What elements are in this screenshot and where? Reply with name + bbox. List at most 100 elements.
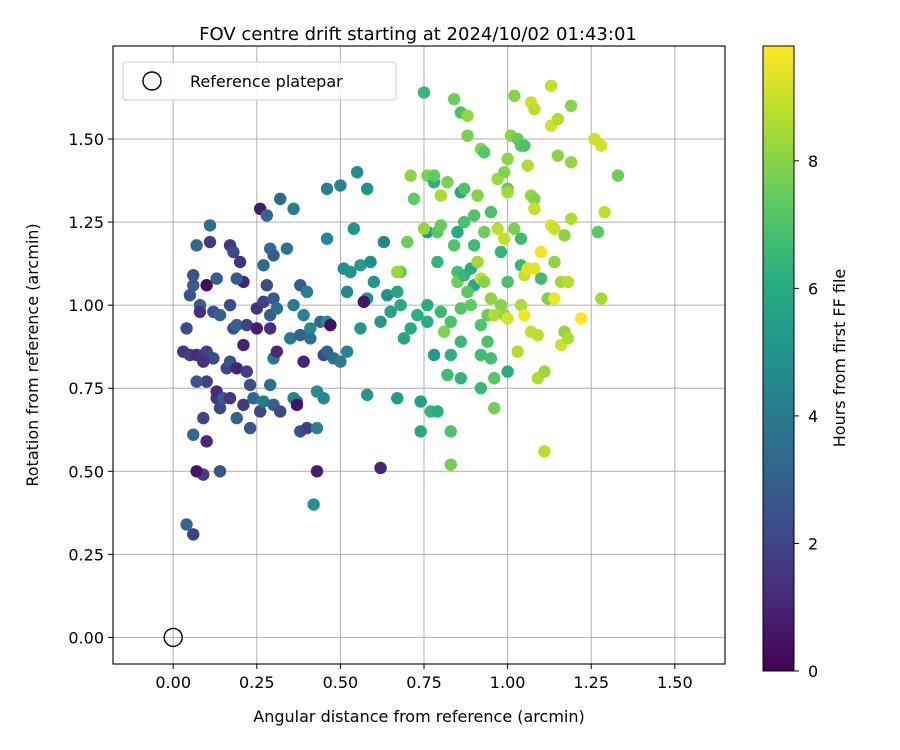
data-point bbox=[528, 262, 541, 275]
data-point bbox=[280, 242, 294, 255]
data-point bbox=[407, 192, 421, 206]
data-point bbox=[528, 102, 541, 116]
data-point bbox=[213, 401, 227, 415]
colorbar: 0 2 4 6 8 Hours from first FF file bbox=[762, 45, 849, 681]
data-point bbox=[471, 255, 484, 269]
reference-point bbox=[163, 627, 183, 648]
data-point bbox=[267, 292, 280, 305]
data-point bbox=[534, 272, 548, 285]
data-point bbox=[561, 275, 575, 289]
data-point bbox=[501, 365, 514, 378]
data-point bbox=[544, 79, 558, 93]
data-point bbox=[300, 421, 314, 435]
data-point bbox=[197, 411, 210, 425]
data-point bbox=[304, 332, 317, 345]
data-point bbox=[257, 259, 270, 272]
data-point bbox=[467, 209, 481, 222]
data-point bbox=[203, 219, 217, 232]
data-point bbox=[401, 235, 414, 249]
data-point bbox=[437, 325, 451, 338]
x-tick-label: 1.50 bbox=[657, 673, 693, 692]
data-point bbox=[484, 205, 498, 219]
data-point bbox=[488, 372, 501, 385]
data-point bbox=[287, 202, 300, 216]
data-points bbox=[177, 79, 625, 541]
data-point bbox=[384, 305, 397, 319]
data-point bbox=[474, 348, 488, 362]
colorbar-label: Hours from first FF file bbox=[830, 269, 849, 448]
data-point bbox=[324, 318, 337, 332]
data-point bbox=[454, 302, 468, 315]
data-point bbox=[263, 322, 277, 335]
data-point bbox=[187, 279, 200, 292]
data-point bbox=[534, 245, 548, 259]
data-point bbox=[494, 298, 508, 312]
data-point bbox=[404, 322, 417, 335]
data-point bbox=[230, 362, 243, 375]
data-point bbox=[187, 428, 200, 441]
x-axis-ticks: 0.00 0.25 0.50 0.75 1.00 1.25 1.50 bbox=[155, 664, 693, 692]
data-point bbox=[538, 445, 551, 458]
data-point bbox=[180, 322, 193, 335]
data-point bbox=[210, 272, 223, 285]
data-point bbox=[484, 292, 498, 305]
chart-title: FOV centre drift starting at 2024/10/02 … bbox=[199, 24, 637, 45]
data-point bbox=[434, 189, 447, 202]
data-point bbox=[518, 308, 531, 322]
data-point bbox=[187, 528, 200, 541]
data-point bbox=[213, 308, 227, 322]
data-point bbox=[200, 279, 213, 292]
data-point bbox=[611, 169, 625, 182]
data-point bbox=[591, 225, 605, 239]
data-point bbox=[190, 465, 203, 478]
y-axis-label: Rotation from reference (arcmin) bbox=[23, 223, 42, 486]
data-point bbox=[404, 169, 417, 182]
y-tick-label: 0.25 bbox=[68, 545, 104, 564]
legend: Reference platepar bbox=[122, 61, 397, 101]
data-point bbox=[230, 318, 243, 332]
data-point bbox=[297, 355, 310, 368]
data-point bbox=[237, 338, 250, 352]
data-point bbox=[284, 332, 297, 345]
data-point bbox=[421, 315, 434, 328]
y-axis-ticks: 0.00 0.25 0.50 0.75 1.00 1.25 1.50 bbox=[68, 130, 113, 647]
data-point bbox=[391, 391, 404, 405]
data-point bbox=[491, 222, 504, 235]
data-point bbox=[233, 255, 247, 269]
data-point bbox=[494, 245, 508, 259]
legend-box bbox=[122, 61, 397, 101]
data-point bbox=[564, 156, 578, 169]
x-tick-label: 1.25 bbox=[573, 673, 609, 692]
data-point bbox=[484, 352, 498, 365]
y-tick-label: 0.75 bbox=[68, 379, 104, 398]
data-point bbox=[257, 295, 270, 309]
colorbar-tick-label: 4 bbox=[808, 407, 818, 426]
data-point bbox=[498, 232, 511, 245]
data-point bbox=[294, 328, 307, 342]
data-point bbox=[240, 318, 253, 332]
data-point bbox=[334, 179, 347, 192]
y-tick-label: 1.25 bbox=[68, 213, 104, 232]
data-point bbox=[290, 398, 304, 412]
data-point bbox=[441, 368, 454, 382]
data-point bbox=[457, 215, 471, 229]
data-point bbox=[187, 269, 200, 282]
data-point bbox=[518, 139, 531, 152]
x-tick-label: 0.75 bbox=[406, 673, 442, 692]
data-point bbox=[197, 355, 210, 368]
data-point bbox=[193, 305, 207, 319]
data-point bbox=[511, 345, 524, 358]
data-point bbox=[514, 232, 528, 245]
data-point bbox=[253, 405, 267, 418]
data-point bbox=[427, 169, 441, 182]
data-point bbox=[481, 335, 494, 348]
data-point bbox=[394, 298, 407, 312]
data-point bbox=[457, 182, 471, 196]
x-tick-label: 0.25 bbox=[239, 673, 275, 692]
data-point bbox=[548, 255, 561, 269]
x-tick-label: 1.00 bbox=[490, 673, 526, 692]
data-point bbox=[508, 222, 521, 235]
data-point bbox=[310, 465, 324, 478]
colorbar-ticks: 0 2 4 6 8 bbox=[794, 152, 818, 681]
data-point bbox=[344, 265, 357, 279]
